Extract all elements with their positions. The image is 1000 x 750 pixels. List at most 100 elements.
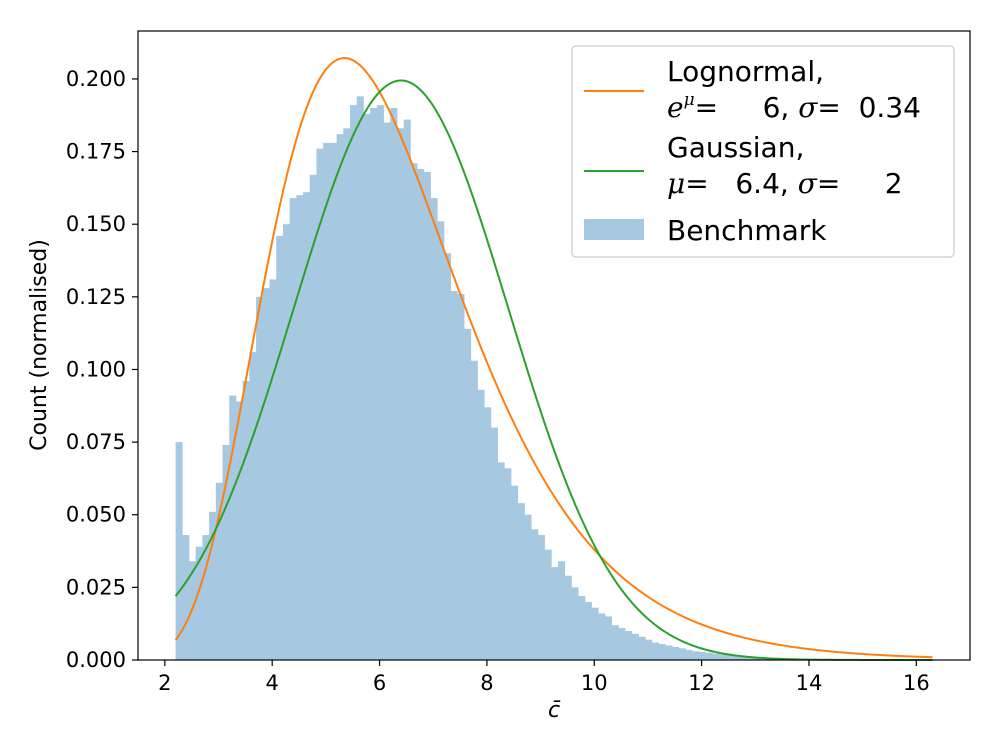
histogram-bar — [457, 293, 465, 660]
histogram-bar — [443, 253, 452, 660]
histogram-bar — [651, 642, 660, 660]
legend-lognormal-line1: Lognormal, — [667, 55, 824, 88]
histogram-bar — [604, 616, 613, 660]
histogram-bar — [631, 633, 639, 660]
legend-math-e: e — [667, 91, 684, 124]
histogram-bar — [685, 649, 693, 660]
histogram-bar — [209, 511, 217, 660]
x-tick-label: 12 — [688, 671, 715, 695]
histogram-bar — [484, 407, 492, 660]
plot-frame — [137, 30, 971, 661]
histogram-bar — [323, 142, 331, 661]
series-line-lognormal — [174, 57, 933, 659]
histogram-bar — [303, 192, 311, 661]
y-tick-label: 0.200 — [66, 67, 126, 91]
histogram-bar — [571, 587, 579, 660]
histogram-bar — [537, 535, 545, 660]
histogram-bar — [712, 653, 720, 660]
histogram-bar — [383, 122, 391, 660]
histogram-bar — [195, 546, 203, 660]
histogram-bar — [551, 567, 559, 660]
histogram-bar — [356, 96, 364, 661]
histogram-bar — [390, 107, 398, 661]
x-axis-label: c̄ — [548, 698, 561, 723]
histogram-bar — [477, 389, 485, 660]
histogram-bar — [672, 646, 680, 660]
histogram-bar — [698, 651, 706, 660]
histogram-bar — [578, 596, 586, 660]
y-tick-label: 0.175 — [66, 140, 126, 164]
histogram-bar — [544, 549, 552, 660]
histogram-bar — [370, 107, 378, 661]
legend-math-sigma: σ — [798, 91, 818, 124]
x-tick-label: 8 — [480, 671, 493, 695]
legend-gaussian-line2: μ= 6.4, σ= 2 — [667, 167, 903, 200]
legend-lognormal-sigma: = 0.34 — [817, 91, 921, 124]
histogram-bar — [376, 105, 384, 661]
histogram-bar — [611, 625, 619, 660]
histogram-bar — [403, 119, 411, 661]
legend-lognormal-line2: eμ= 6, σ= 0.34 — [667, 90, 921, 124]
histogram-bar — [732, 655, 740, 660]
histogram-bar — [645, 639, 653, 660]
legend-box — [571, 45, 955, 258]
histogram-bar — [423, 171, 431, 660]
x-tick-label: 4 — [266, 671, 279, 695]
y-tick-label: 0.000 — [66, 648, 126, 672]
histogram-bar — [316, 148, 324, 661]
histogram-bar — [564, 575, 572, 660]
histogram-bar — [719, 654, 727, 660]
legend-lognormal-median: = 6, — [695, 91, 799, 124]
legend-gaussian-mu: = 6.4, — [685, 167, 798, 200]
histogram-bar — [242, 381, 250, 660]
histogram-bar — [417, 169, 425, 660]
y-tick-label: 0.100 — [66, 357, 126, 381]
histogram-bar — [598, 613, 606, 660]
histogram-bar — [678, 648, 686, 660]
histogram-bar — [363, 113, 371, 661]
y-tick-label: 0.125 — [66, 285, 126, 309]
histogram-bar — [531, 529, 539, 660]
histogram-bar — [289, 198, 297, 660]
histogram-bar — [229, 395, 237, 660]
histogram-bar — [249, 352, 257, 660]
histogram-bar — [470, 360, 478, 660]
histogram-bar — [584, 601, 592, 660]
histogram-bar — [410, 163, 418, 660]
histogram-bar — [350, 105, 358, 661]
x-tick-label: 14 — [796, 671, 823, 695]
legend-swatch-benchmark — [584, 219, 644, 240]
histogram-bar — [276, 235, 284, 660]
histogram-bar — [725, 654, 733, 660]
histogram-bar — [235, 401, 244, 660]
y-tick-label: 0.050 — [66, 503, 126, 527]
histogram-bar — [256, 296, 264, 660]
histogram-bar — [336, 134, 344, 660]
histogram-bar — [202, 535, 210, 660]
histogram-bar — [517, 503, 525, 660]
histogram-bar — [430, 198, 438, 660]
histogram-bar — [296, 195, 304, 660]
histogram-bar — [396, 128, 405, 660]
histogram-bar — [591, 607, 599, 660]
legend: Lognormal, eμ= 6, σ= 0.34 Gaussian, μ= 6… — [571, 45, 955, 258]
histogram-bar — [705, 652, 713, 660]
x-axis: 2 4 6 8 10 12 14 16 — [158, 660, 930, 695]
histogram-bar — [665, 645, 673, 660]
histogram-bar — [343, 128, 351, 660]
histogram-bar — [739, 655, 747, 660]
x-tick-label: 16 — [903, 671, 930, 695]
histogram-bar — [450, 291, 458, 660]
y-tick-label: 0.075 — [66, 430, 126, 454]
histogram-bar — [182, 535, 190, 660]
y-axis: 0.000 0.025 0.050 0.075 0.100 0.125 0.150 0.175… — [66, 67, 138, 672]
legend-benchmark: Benchmark — [667, 214, 827, 247]
histogram-bar — [329, 142, 337, 661]
histogram-bar — [745, 656, 753, 660]
histogram-bar — [524, 514, 532, 660]
histogram-bar — [282, 224, 290, 660]
histogram-bar — [618, 628, 626, 660]
legend-math-mu-superscript: μ — [684, 90, 695, 110]
histogram-bar — [625, 630, 633, 660]
